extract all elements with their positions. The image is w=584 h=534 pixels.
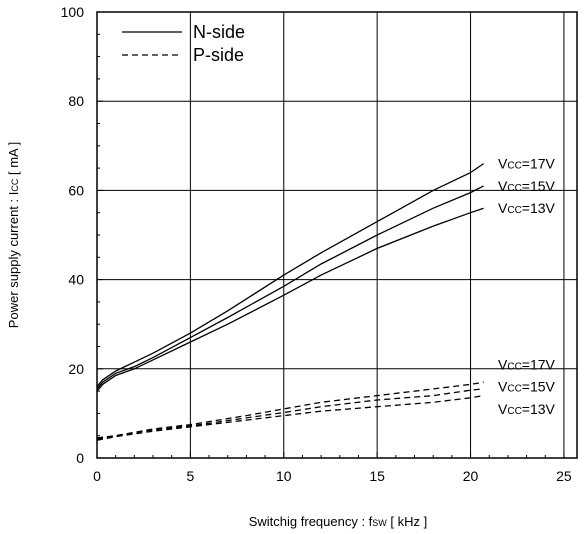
x-tick-label-0: 0	[93, 468, 101, 484]
legend: N-side P-side	[122, 22, 245, 65]
annotation-vcc-5: VCC=13V	[498, 401, 556, 417]
y-axis-label-main: Power supply current : I	[6, 192, 21, 329]
x-axis-label-unit: [ kHz ]	[387, 514, 427, 529]
plot-area	[96, 11, 578, 459]
x-tick-label-10: 10	[276, 468, 292, 484]
series-line-p-side-4	[96, 388, 484, 440]
series-line-p-side-5	[96, 394, 484, 441]
annotations: VCC=17V VCC=15V VCC=13V VCC=17V VCC=15V VCC=1…	[498, 156, 556, 417]
legend-label-n-side: N-side	[193, 22, 245, 42]
series-group	[96, 163, 484, 441]
y-tick-label-40: 40	[68, 272, 84, 288]
x-tick-label-5: 5	[186, 468, 194, 484]
x-axis-label-main: Switchig frequency : f	[249, 514, 373, 529]
y-axis-label-sub: CC	[10, 178, 20, 191]
series-line-n-side-2	[96, 207, 484, 392]
y-tick-label-0: 0	[76, 450, 84, 466]
y-axis-label-unit: [ mA ]	[6, 142, 21, 179]
annotation-vcc-2: VCC=13V	[498, 200, 556, 216]
grid	[97, 12, 577, 458]
y-tick-label-100: 100	[61, 4, 85, 20]
y-tick-label-80: 80	[68, 93, 84, 109]
axis-ticks: 0 5 10 15 20 25 0 20 40 60 80 100	[61, 4, 572, 484]
annotation-vcc-4: VCC=15V	[498, 379, 556, 395]
annotation-vcc-1: VCC=15V	[498, 178, 556, 194]
x-tick-label-20: 20	[463, 468, 479, 484]
series-line-n-side-0	[96, 163, 484, 388]
annotation-vcc-3: VCC=17V	[498, 356, 556, 372]
x-tick-label-25: 25	[556, 468, 572, 484]
x-tick-label-15: 15	[369, 468, 385, 484]
y-tick-label-20: 20	[68, 361, 84, 377]
x-axis-label: Switchig frequency : fSW [ kHz ]	[249, 514, 428, 529]
y-axis-label: Power supply current : ICC [ mA ]	[6, 142, 21, 328]
x-axis-label-sub: SW	[372, 518, 387, 528]
annotation-vcc-0: VCC=17V	[498, 156, 556, 172]
series-line-n-side-1	[96, 185, 484, 390]
y-tick-label-60: 60	[68, 182, 84, 198]
legend-label-p-side: P-side	[193, 45, 244, 65]
